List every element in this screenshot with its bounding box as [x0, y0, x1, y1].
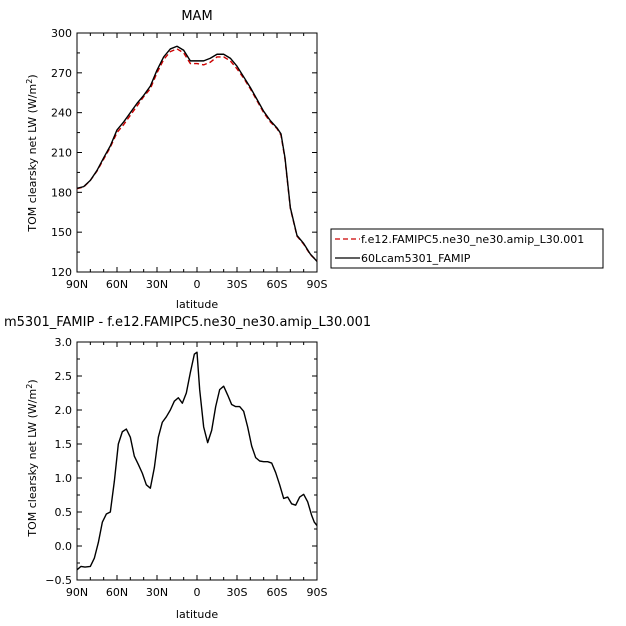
x-axis-label: latitude [176, 608, 218, 621]
y-tick-label: 3.0 [55, 336, 73, 349]
y-axis-label: TOM clearsky net LW (W/m2) [25, 379, 39, 537]
y-tick-label: 240 [51, 107, 72, 120]
y-tick-label: 150 [51, 226, 72, 239]
y-tick-label: 120 [51, 266, 72, 279]
y-tick-label: 180 [51, 186, 72, 199]
x-tick-label: 90S [307, 278, 328, 291]
x-tick-label: 60N [106, 586, 128, 599]
series-line-2 [76, 45, 318, 262]
series-line-1 [76, 351, 318, 571]
y-tick-label: 300 [51, 27, 72, 40]
y-tick-label: 0.0 [55, 540, 73, 553]
x-tick-label: 30N [146, 278, 168, 291]
y-tick-label: 1.5 [55, 438, 73, 451]
chart-title: MAM [181, 9, 212, 24]
x-tick-label: 90N [66, 278, 88, 291]
x-tick-label: 60N [106, 278, 128, 291]
y-tick-label: 2.0 [55, 404, 73, 417]
x-tick-label: 30N [146, 586, 168, 599]
x-tick-label: 90S [307, 586, 328, 599]
y-tick-label: 1.0 [55, 472, 73, 485]
x-tick-label: 30S [227, 586, 248, 599]
legend: f.e12.FAMIPC5.ne30_ne30.amip_L30.001 60L… [330, 228, 604, 269]
y-tick-label: 0.5 [55, 506, 73, 519]
y-tick-label: −0.5 [45, 574, 72, 587]
plot-area: 90N 60N 30N 0 30S 60S 90S 120 150 180 210 240 270 300 [51, 27, 328, 291]
x-tick-label: 90N [66, 586, 88, 599]
y-tick-label: 210 [51, 147, 72, 160]
legend-box [330, 228, 604, 269]
x-tick-label: 60S [267, 278, 288, 291]
x-tick-label: 0 [194, 278, 201, 291]
y-axis-label: TOM clearsky net LW (W/m2) [25, 74, 39, 232]
legend-label-series-2: 60Lcam5301_FAMIP [361, 252, 471, 265]
plot-frame [76, 32, 318, 273]
chart-title: m5301_FAMIP - f.e12.FAMIPC5.ne30_ne30.am… [4, 315, 371, 330]
y-tick-label: 2.5 [55, 370, 73, 383]
series-line-1 [76, 48, 318, 262]
difference-panel: m5301_FAMIP - f.e12.FAMIPC5.ne30_ne30.am… [4, 315, 371, 621]
x-axis-label: latitude [176, 298, 218, 311]
x-tick-label: 0 [194, 586, 201, 599]
x-tick-label: 60S [267, 586, 288, 599]
plot-area: 90N 60N 30N 0 30S 60S 90S −0.5 0.0 0.5 1.0 1.5 2.0 2.… [45, 336, 327, 599]
y-tick-label: 270 [51, 67, 72, 80]
x-tick-label: 30S [227, 278, 248, 291]
plot-frame [76, 341, 318, 581]
mam-panel: MAM 90N 60N 30N 0 30S 60S 90S 120 150 180 210 240 27… [25, 9, 328, 311]
legend-label-series-1: f.e12.FAMIPC5.ne30_ne30.amip_L30.001 [361, 233, 584, 246]
